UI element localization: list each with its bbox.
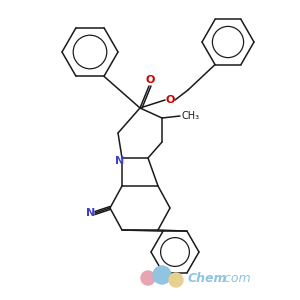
- Text: CH₃: CH₃: [182, 111, 200, 121]
- Circle shape: [153, 266, 171, 284]
- Circle shape: [141, 271, 155, 285]
- Circle shape: [169, 273, 183, 287]
- Text: F: F: [156, 274, 162, 284]
- Text: Chem: Chem: [188, 272, 227, 284]
- Text: .com: .com: [220, 272, 250, 284]
- Text: O: O: [145, 75, 155, 85]
- Text: N: N: [116, 156, 124, 166]
- Text: O: O: [165, 95, 175, 105]
- Text: N: N: [86, 208, 96, 218]
